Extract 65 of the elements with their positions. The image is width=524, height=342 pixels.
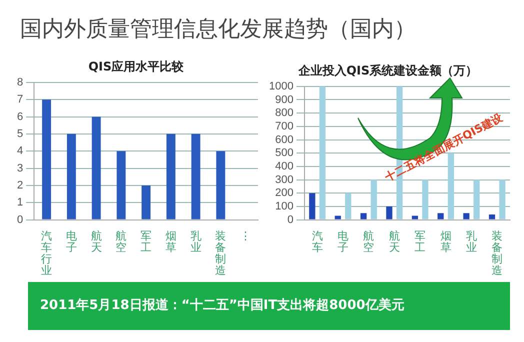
bar <box>412 216 418 220</box>
y-tick-label: 1 <box>16 196 24 209</box>
y-tick-label: 100 <box>275 200 294 212</box>
bar <box>370 180 377 220</box>
x-tick-label: 烟草 <box>165 229 176 254</box>
bar <box>334 216 341 220</box>
y-tick-label: 3 <box>16 162 24 174</box>
bar <box>92 116 101 220</box>
bar <box>319 86 326 220</box>
chart-title: 企业投入QIS系统建设金额（万） <box>297 63 478 78</box>
x-tick-label: 航空 <box>116 229 127 254</box>
bar <box>448 153 454 220</box>
y-tick-label: 500 <box>275 147 294 160</box>
y-tick-label: 2 <box>16 179 24 192</box>
bar <box>216 151 226 220</box>
y-tick-label: 8 <box>16 76 24 88</box>
y-tick-label: 700 <box>275 120 294 132</box>
y-tick-label: 6 <box>16 110 24 123</box>
chart-title: QIS应用水平比较 <box>88 59 185 74</box>
bar <box>166 134 176 220</box>
bar <box>191 134 200 220</box>
x-tick-label: 装备制造 <box>492 229 503 278</box>
bar <box>463 213 470 220</box>
annotation: 十二五将全面展开QIS建设 <box>382 110 506 185</box>
x-tick-label: 汽车 <box>312 229 323 254</box>
x-tick-label: 军工 <box>140 229 152 254</box>
x-tick-label: 航天 <box>90 229 102 254</box>
y-tick-label: 5 <box>16 128 24 140</box>
x-tick-label: 航空 <box>363 229 374 254</box>
x-tick-label: 乳业 <box>466 229 477 254</box>
bar <box>360 213 367 220</box>
bar <box>474 180 480 220</box>
bar <box>309 193 316 220</box>
y-tick-label: 300 <box>275 174 294 186</box>
text: 国内外质量管理信息化发展趋势（国内） <box>20 16 417 44</box>
bar <box>499 180 506 220</box>
bar <box>488 214 496 220</box>
x-tick-label: 乳业 <box>190 229 202 254</box>
bar <box>386 206 392 220</box>
bar <box>42 100 52 220</box>
y-tick-label: 400 <box>275 160 294 172</box>
bar <box>116 151 126 220</box>
y-tick-label: 7 <box>16 94 24 106</box>
x-tick-label: 装备制造 <box>215 229 226 278</box>
y-tick-label: 600 <box>275 134 294 146</box>
x-tick-label: 烟草 <box>440 229 452 254</box>
y-tick-label: 200 <box>275 187 294 200</box>
x-tick-label: 军工 <box>414 229 426 254</box>
x-tick-label: ⋮ <box>240 229 252 242</box>
bar <box>345 193 352 220</box>
y-tick-label: 800 <box>275 107 294 120</box>
y-tick-label: 4 <box>16 145 24 158</box>
y-tick-label: 0 <box>287 214 294 226</box>
x-tick-label: 航天 <box>388 229 400 254</box>
y-tick-label: 900 <box>275 94 294 106</box>
y-tick-label: 0 <box>16 214 24 226</box>
x-tick-label: 电子 <box>338 229 349 254</box>
bar <box>438 213 444 220</box>
bar <box>142 185 151 220</box>
text: 2011年5月18日报道：“十二五”中国IT支出将超8000亿美元 <box>40 296 406 314</box>
y-tick-label: 1000 <box>268 80 294 92</box>
x-tick-label: 电子 <box>66 229 77 254</box>
x-tick-label: 汽车行业 <box>41 229 52 278</box>
bar <box>66 134 76 220</box>
bar <box>422 180 428 220</box>
